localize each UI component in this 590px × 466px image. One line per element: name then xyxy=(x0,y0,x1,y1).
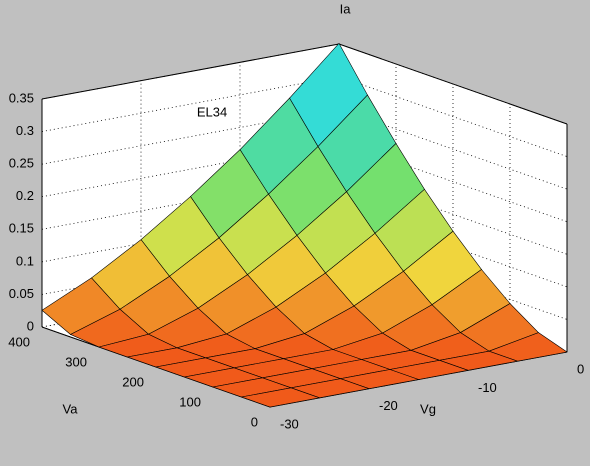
z-tick-label: 0.1 xyxy=(16,253,34,268)
x-tick-label: 400 xyxy=(8,334,30,349)
axis-line xyxy=(41,43,340,100)
z-tick-label: 0.25 xyxy=(9,156,34,171)
surface xyxy=(41,42,568,408)
x-tick-label: 0 xyxy=(251,414,258,429)
z-tick-label: 0.2 xyxy=(16,188,34,203)
z-tick-label: 0.35 xyxy=(9,90,34,105)
z-tick-label: 0.05 xyxy=(9,286,34,301)
y-tick-label: -20 xyxy=(379,398,398,413)
axis-line xyxy=(338,43,568,125)
z-tick-label: 0.15 xyxy=(9,221,34,236)
z-tick-label: 0 xyxy=(27,318,34,333)
y-axis-label: Vg xyxy=(420,401,436,416)
x-tick-label: 200 xyxy=(122,374,144,389)
y-tick-label: -10 xyxy=(478,380,497,395)
surface-patch xyxy=(240,387,321,408)
z-tick-label: 0.3 xyxy=(16,123,34,138)
x-tick-label: 300 xyxy=(65,354,87,369)
x-axis-label: Va xyxy=(63,401,79,416)
y-tick-label: -30 xyxy=(280,416,299,431)
x-tick-label: 100 xyxy=(179,394,201,409)
labels: 0 0.05 0.1 0.15 0.2 0.25 0.3 0.35 0 100 200 300 400 -… xyxy=(8,1,584,431)
y-tick-label: 0 xyxy=(577,361,584,376)
z-axis-label: Ia xyxy=(340,1,352,16)
chart-title: EL34 xyxy=(197,104,227,119)
grid-line xyxy=(338,76,568,157)
